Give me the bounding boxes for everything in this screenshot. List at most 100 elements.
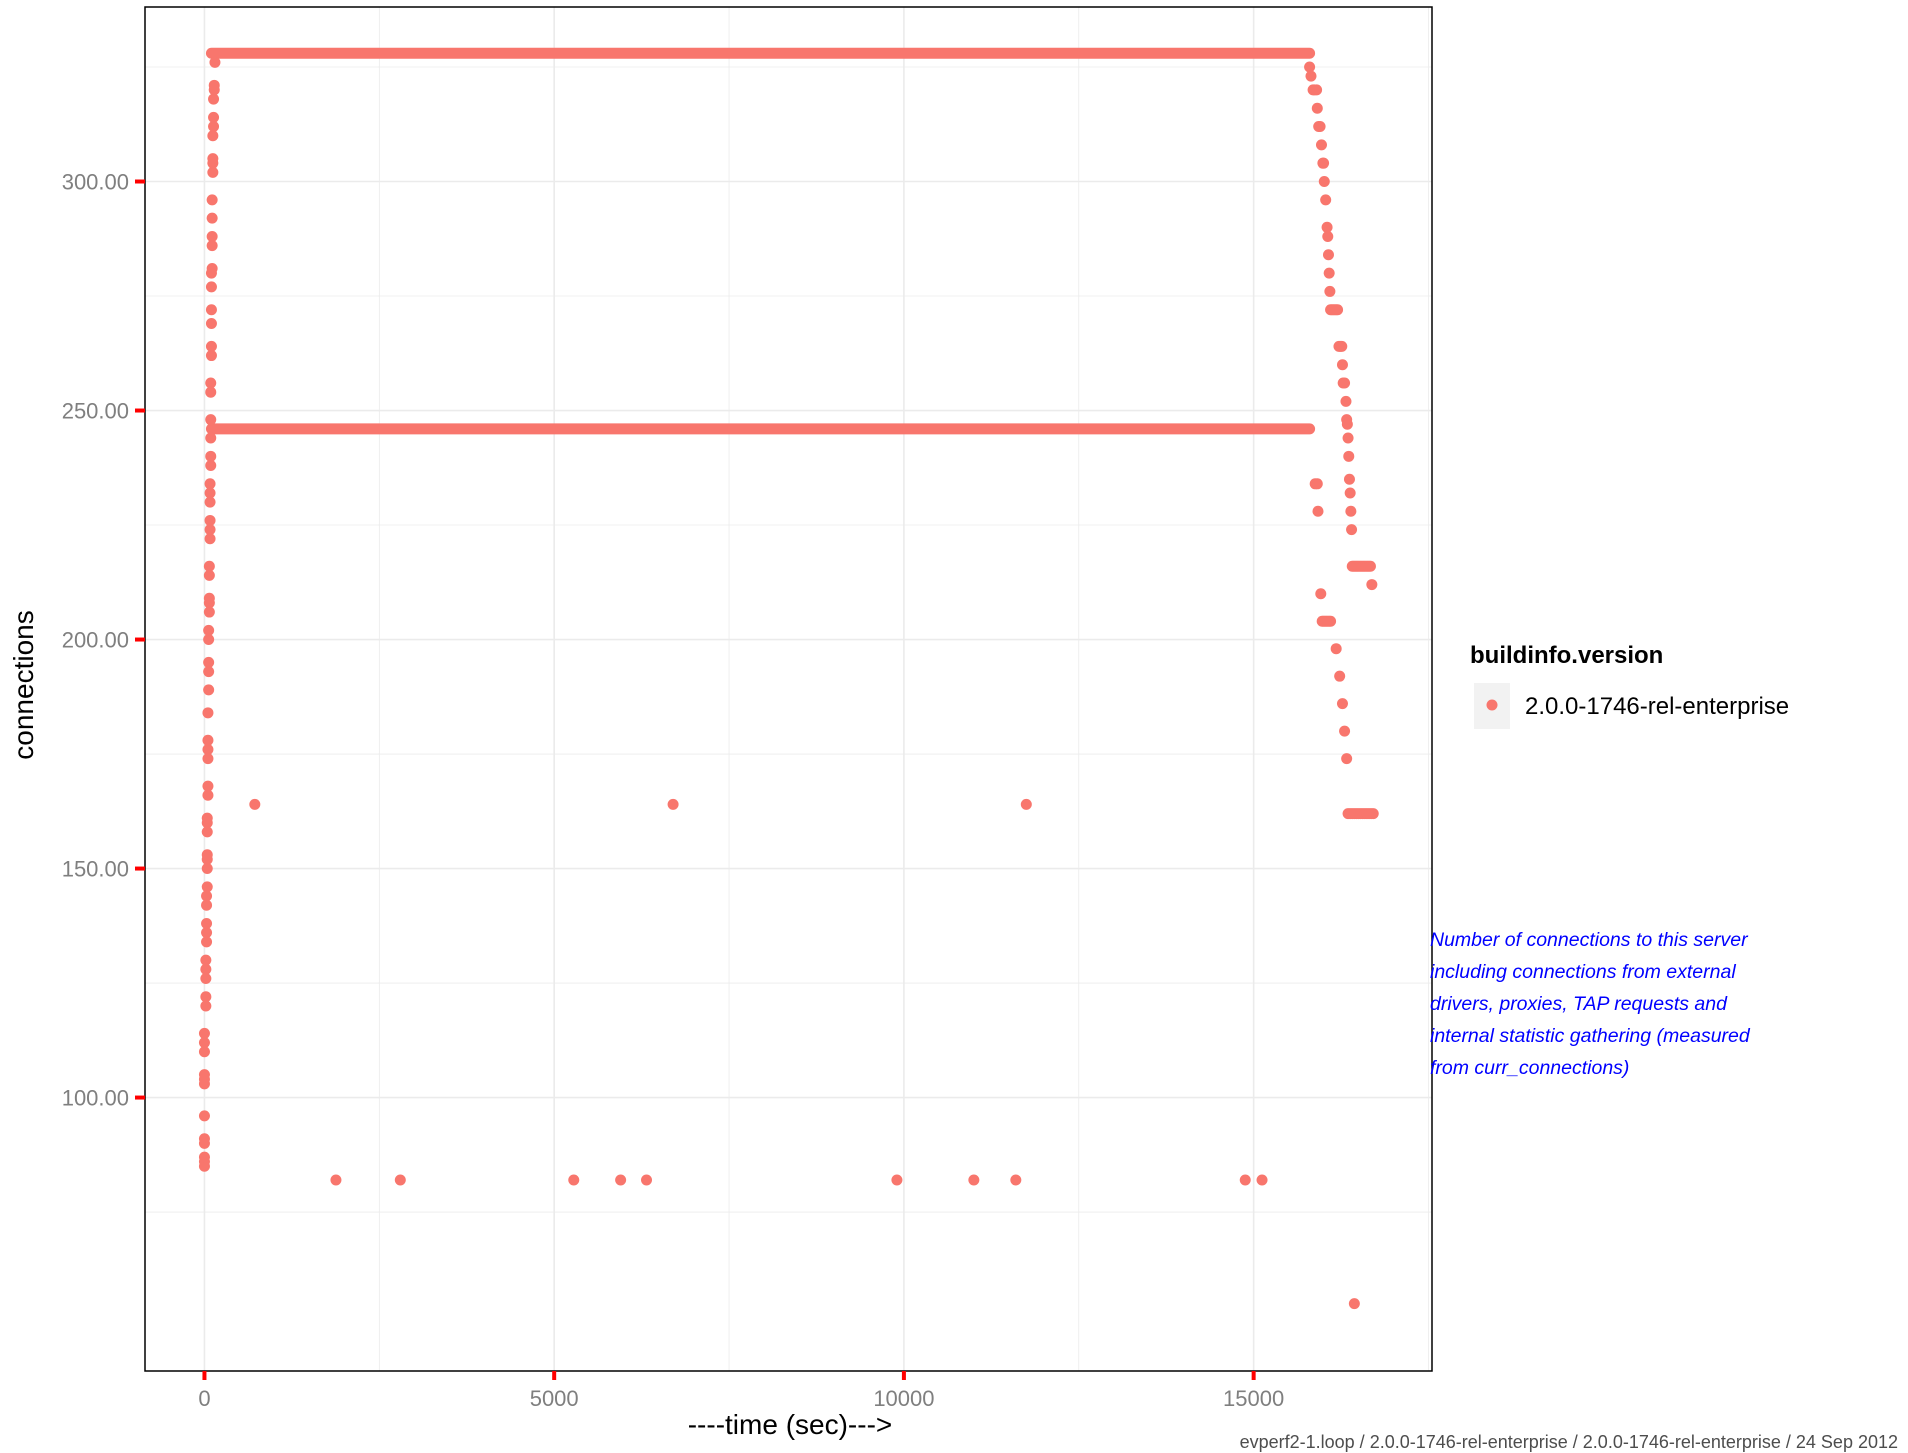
data-point — [201, 899, 213, 911]
data-point — [1256, 1174, 1268, 1186]
data-point — [202, 734, 214, 746]
data-point — [203, 624, 215, 636]
data-point — [200, 991, 212, 1003]
data-point — [204, 533, 216, 545]
data-point — [201, 812, 213, 824]
legend-title: buildinfo.version — [1470, 642, 1663, 669]
data-point — [1324, 285, 1336, 297]
data-point — [1311, 478, 1323, 490]
data-point — [205, 450, 217, 462]
data-point — [200, 963, 212, 975]
data-point — [1315, 139, 1327, 151]
data-point — [641, 1174, 653, 1186]
y-tick-label: 100.00 — [62, 1086, 129, 1111]
data-point — [1341, 753, 1353, 765]
x-tick-label: 15000 — [1223, 1386, 1284, 1411]
data-point — [203, 606, 215, 618]
data-point — [330, 1174, 342, 1186]
y-tick-label: 150.00 — [62, 857, 129, 882]
annotation-line: internal statistic gathering (measured — [1430, 1025, 1750, 1047]
data-point — [200, 1000, 212, 1012]
data-point — [205, 414, 217, 426]
data-point — [203, 592, 215, 604]
data-point — [1344, 487, 1356, 499]
data-point — [205, 304, 217, 316]
y-tick-label: 300.00 — [62, 170, 129, 195]
x-axis-title: ----time (sec)---> — [688, 1409, 893, 1440]
data-point — [1311, 84, 1323, 96]
data-point — [1318, 176, 1330, 188]
data-point — [1366, 579, 1378, 591]
data-point — [205, 340, 217, 352]
data-point — [201, 826, 213, 838]
data-point — [205, 459, 217, 471]
data-point — [1343, 450, 1355, 462]
data-point — [208, 121, 220, 133]
data-point — [1341, 418, 1353, 430]
data-point — [394, 1174, 406, 1186]
data-point — [209, 56, 221, 68]
data-point — [1322, 249, 1334, 261]
data-point — [1343, 473, 1355, 485]
data-point — [205, 317, 217, 329]
data-point — [1348, 1298, 1360, 1310]
data-point — [1311, 102, 1323, 114]
data-point — [1322, 230, 1334, 242]
data-point — [1239, 1174, 1251, 1186]
data-point — [203, 684, 215, 696]
annotation-line: drivers, proxies, TAP requests and — [1430, 993, 1727, 1015]
data-point — [205, 377, 217, 389]
data-point — [1315, 588, 1327, 600]
data-point — [1010, 1174, 1022, 1186]
data-point — [891, 1174, 903, 1186]
data-point — [203, 656, 215, 668]
data-point — [198, 1027, 210, 1039]
data-point — [1339, 377, 1351, 389]
data-point — [207, 166, 219, 178]
data-point — [1336, 698, 1348, 710]
data-point — [198, 1046, 210, 1058]
legend-entry-label: 2.0.0-1746-rel-enterprise — [1525, 693, 1789, 720]
data-point — [208, 93, 220, 105]
annotation-line: including connections from external — [1430, 961, 1736, 983]
data-point — [206, 212, 218, 224]
data-point — [205, 432, 217, 444]
data-point — [1367, 808, 1379, 820]
data-point — [205, 350, 217, 362]
data-point — [201, 849, 213, 861]
chart-annotation: Number of connections to this server inc… — [1430, 924, 1900, 1084]
data-point — [1312, 505, 1324, 517]
data-point — [204, 496, 216, 508]
data-point — [200, 972, 212, 984]
data-point — [1334, 670, 1346, 682]
data-point — [615, 1174, 627, 1186]
plot-panel-border — [144, 6, 1433, 1372]
data-point — [200, 954, 212, 966]
data-point — [1321, 221, 1333, 233]
data-point — [203, 634, 215, 646]
data-point — [203, 569, 215, 581]
legend: buildinfo.version 2.0.0-1746-rel-enterpr… — [1470, 642, 1789, 729]
data-point — [1305, 70, 1317, 82]
data-point — [1020, 798, 1032, 810]
data-point — [1336, 340, 1348, 352]
data-point — [198, 1037, 210, 1049]
data-point — [198, 1110, 210, 1122]
data-point — [1318, 157, 1330, 169]
data-point — [1323, 267, 1335, 279]
data-point — [207, 130, 219, 142]
y-tick-label: 200.00 — [62, 628, 129, 653]
data-point — [198, 1133, 210, 1145]
data-point — [206, 230, 218, 242]
x-tick-label: 5000 — [530, 1386, 579, 1411]
data-point — [201, 927, 213, 939]
data-point — [206, 263, 218, 275]
data-point — [204, 524, 216, 536]
data-point — [207, 153, 219, 165]
data-point — [201, 863, 213, 875]
data-points — [198, 47, 1379, 1310]
data-point — [201, 936, 213, 948]
data-point — [203, 666, 215, 678]
data-point — [202, 789, 214, 801]
